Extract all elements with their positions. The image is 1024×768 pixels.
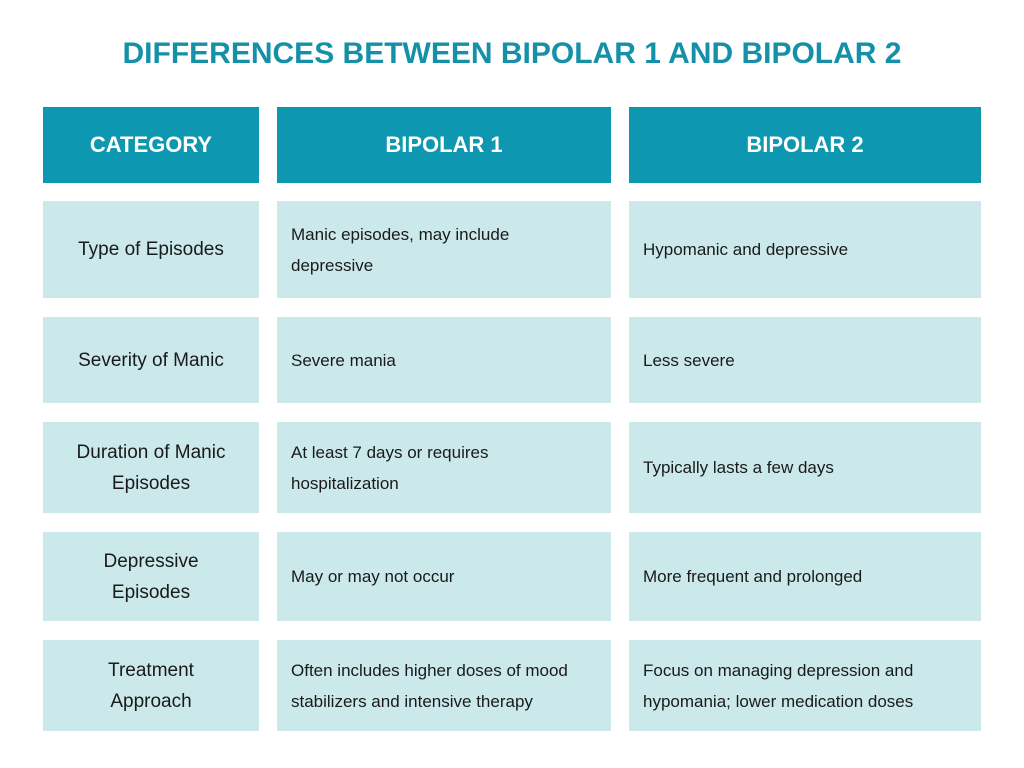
- row-bipolar-1: May or may not occur: [277, 532, 611, 621]
- row-bipolar-1: At least 7 days or requires hospitalizat…: [277, 422, 611, 513]
- row-category: Treatment Approach: [43, 640, 259, 731]
- header-bipolar-1: BIPOLAR 1: [277, 107, 611, 183]
- row-category: Severity of Manic: [43, 317, 259, 403]
- row-bipolar-1: Often includes higher doses of mood stab…: [277, 640, 611, 731]
- header-bipolar-2: BIPOLAR 2: [629, 107, 981, 183]
- row-bipolar-2: Hypomanic and depressive: [629, 201, 981, 298]
- row-bipolar-1: Severe mania: [277, 317, 611, 403]
- row-bipolar-1: Manic episodes, may include depressive: [277, 201, 611, 298]
- row-category: Depressive Episodes: [43, 532, 259, 621]
- row-category: Duration of Manic Episodes: [43, 422, 259, 513]
- page-title: DIFFERENCES BETWEEN BIPOLAR 1 AND BIPOLA…: [122, 37, 902, 70]
- row-bipolar-2: Less severe: [629, 317, 981, 403]
- row-bipolar-2: Typically lasts a few days: [629, 422, 981, 513]
- header-category: CATEGORY: [43, 107, 259, 183]
- row-category: Type of Episodes: [43, 201, 259, 298]
- row-bipolar-2: Focus on managing depression and hypoman…: [629, 640, 981, 731]
- row-bipolar-2: More frequent and prolonged: [629, 532, 981, 621]
